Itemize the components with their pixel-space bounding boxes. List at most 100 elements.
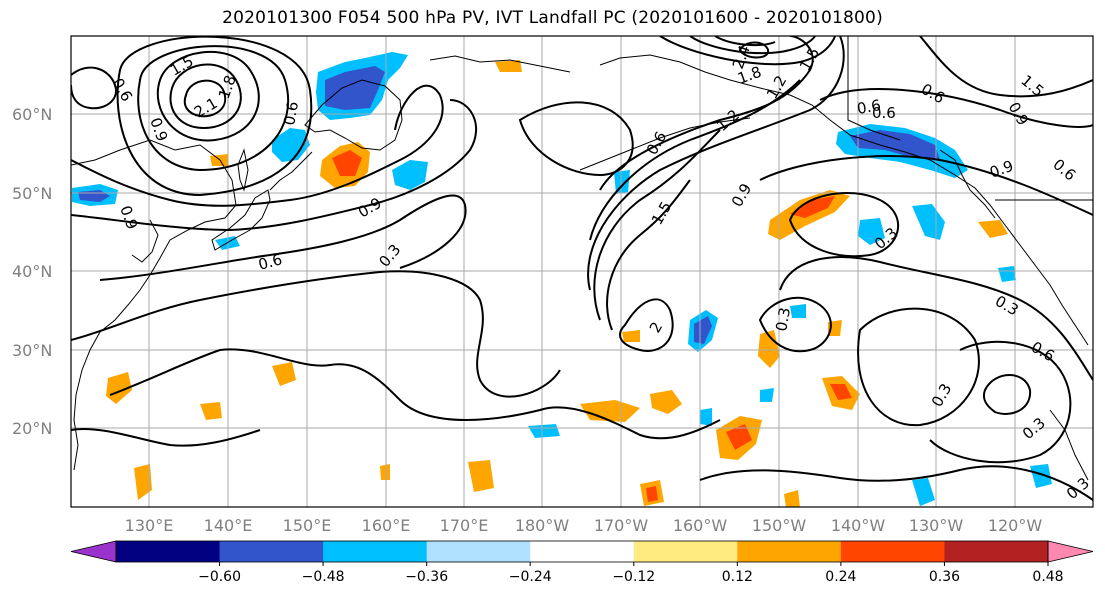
lon-label: 160°W <box>673 516 728 535</box>
pv-positive-area <box>758 330 780 368</box>
lon-label: 170°W <box>594 516 649 535</box>
colorbar-segment <box>219 541 324 562</box>
pv-positive-area <box>468 460 494 492</box>
colorbar-segment <box>323 541 428 562</box>
pv-positive-core <box>790 196 835 218</box>
contour-label: 0.6 <box>872 104 896 122</box>
coast-sakhalin <box>237 148 249 192</box>
coast-chukotka <box>429 55 571 73</box>
lon-label: 150°W <box>752 516 807 535</box>
contour-label: 0.6 <box>856 96 883 118</box>
lon-label: 130°W <box>909 516 964 535</box>
pv-negative-area <box>392 160 428 190</box>
contour-line <box>137 45 290 172</box>
map-frame <box>70 35 1094 508</box>
contour-line <box>699 465 1093 501</box>
contour-line <box>759 155 1093 216</box>
coast-japan <box>211 189 271 251</box>
contour-line <box>819 88 1093 128</box>
colorbar-extend-max <box>1047 540 1094 563</box>
pv-negative-area <box>858 218 885 245</box>
pv-positive-area <box>210 154 228 166</box>
contour-line <box>71 270 561 398</box>
contour-line <box>857 307 980 427</box>
colorbar-tick-label: −0.12 <box>612 569 655 585</box>
lat-label: 60°N <box>12 105 52 124</box>
lon-label: 170°E <box>440 516 489 535</box>
coast-kamchatka <box>304 79 403 151</box>
contour-line <box>619 298 674 352</box>
pv-negative-core <box>325 66 385 110</box>
pv-negative-area <box>998 266 1016 282</box>
coast-bc <box>939 149 996 219</box>
colorbar: −0.60 −0.48 −0.36 −0.24 −0.12 0.12 0.24 0.36 0.4… <box>70 540 1094 585</box>
colorbar-outline <box>115 540 1049 563</box>
colorbar-tick-label: −0.60 <box>198 569 241 585</box>
pv-positive-core <box>646 486 658 502</box>
longitude-labels: 130°E 140°E 150°E 160°E 170°E 180°W 170°… <box>125 516 1043 535</box>
pv-positive-area <box>622 330 640 342</box>
lon-label: 180°W <box>515 516 570 535</box>
colorbar-segment <box>633 541 738 562</box>
pv-shading <box>72 52 1052 507</box>
contour-line <box>183 79 227 118</box>
lon-label: 140°W <box>831 516 886 535</box>
pv-negative-area <box>912 204 945 240</box>
contour-line <box>788 192 899 258</box>
pv-positive-area <box>200 402 222 420</box>
contour-line <box>599 36 814 191</box>
colorbar-segment <box>944 541 1049 562</box>
map-title: 2020101300 F054 500 hPa PV, IVT Landfall… <box>222 8 883 28</box>
contour-line <box>169 63 242 130</box>
pv-positive-core <box>726 424 752 450</box>
contour-line <box>929 340 1072 464</box>
coast-asia <box>71 139 237 471</box>
contour-line <box>606 179 691 331</box>
coast-alaska <box>599 54 1089 346</box>
contour-line <box>982 374 1032 415</box>
pv-positive-area <box>495 60 522 72</box>
contour-line <box>99 194 467 281</box>
lon-label: 120°W <box>988 516 1043 535</box>
colorbar-segment <box>737 541 842 562</box>
pv-positive-area <box>106 372 132 404</box>
contour-line <box>919 36 1093 98</box>
pv-negative-area <box>790 304 806 318</box>
pv-positive-area <box>978 220 1008 238</box>
contour-line <box>71 84 444 207</box>
contour-label: 0.6 <box>280 100 302 127</box>
coastlines <box>71 36 1093 481</box>
pv-negative-core <box>850 130 940 160</box>
ivt-contours <box>71 36 1093 501</box>
contour-line <box>587 36 845 291</box>
contour-line <box>71 99 477 232</box>
pv-positive-area <box>580 400 640 422</box>
colorbar-tick-label: −0.36 <box>405 569 448 585</box>
colorbar-tick-label: −0.48 <box>302 569 345 585</box>
colorbar-extend-min <box>70 540 117 563</box>
coast-kurils <box>269 151 313 191</box>
pv-positive-area <box>380 464 390 480</box>
contour-line <box>71 428 261 447</box>
coast-aleutians <box>579 117 751 171</box>
colorbar-tick-label: 0.48 <box>1032 569 1063 585</box>
contour-line <box>116 36 313 197</box>
lon-label: 140°E <box>204 516 253 535</box>
contour-line <box>779 256 1093 381</box>
contour-label: 0.6 <box>256 250 284 274</box>
lat-label: 30°N <box>12 341 52 360</box>
pv-negative-area <box>272 128 310 162</box>
border-alaska-canada <box>847 36 901 141</box>
lat-label: 20°N <box>12 419 52 438</box>
pv-negative-area <box>700 408 712 426</box>
contour-line <box>593 129 721 321</box>
pv-negative-area <box>760 388 774 402</box>
colorbar-tick-label: 0.12 <box>722 569 753 585</box>
contour-label: 0.3 <box>772 306 794 333</box>
pv-negative-core <box>694 316 712 344</box>
lon-label: 160°E <box>362 516 411 535</box>
pv-positive-area <box>650 390 682 414</box>
coast-korea <box>131 219 159 263</box>
contour-line <box>156 50 260 142</box>
